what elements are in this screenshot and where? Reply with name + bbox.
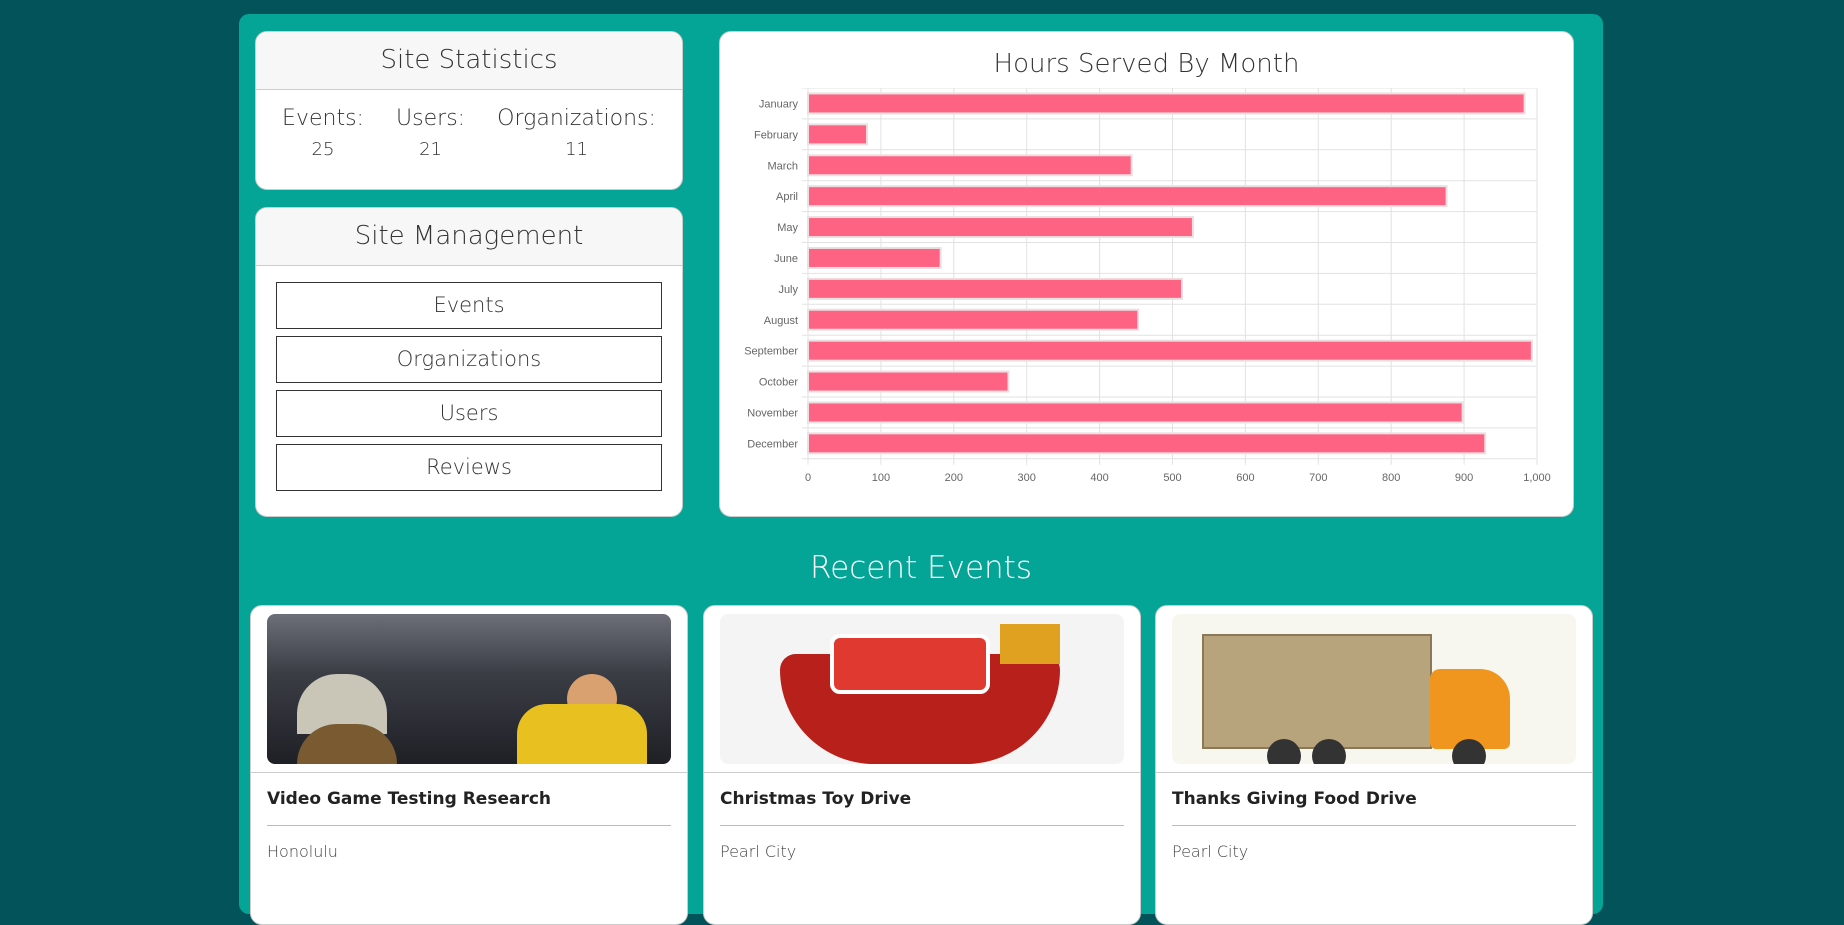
y-tick-label: April	[776, 191, 798, 203]
chart-title: Hours Served By Month	[993, 49, 1300, 79]
site-statistics-card: Site Statistics Events: 25 Users: 21 Organ…	[255, 31, 683, 190]
y-tick-label: May	[777, 222, 798, 234]
x-tick-label: 0	[805, 472, 811, 484]
events-button[interactable]: Events	[276, 282, 662, 329]
stat-events: Events: 25	[282, 106, 364, 160]
bar-september	[807, 339, 1533, 362]
event-card[interactable]: Christmas Toy Drive Pearl City	[703, 605, 1141, 925]
stat-value: 21	[419, 139, 443, 160]
bar-august	[807, 308, 1140, 331]
event-image	[720, 614, 1124, 764]
dashboard-container: Site Statistics Events: 25 Users: 21 Organ…	[239, 14, 1603, 925]
event-card[interactable]: Video Game Testing Research Honolulu	[250, 605, 688, 925]
stat-label: Events:	[282, 106, 364, 131]
bar-december	[807, 432, 1487, 455]
bar-may	[807, 216, 1194, 239]
x-tick-label: 500	[1163, 472, 1181, 484]
y-tick-label: January	[759, 98, 799, 110]
recent-events-title: Recent Events	[810, 550, 1032, 586]
stat-organizations: Organizations: 11	[497, 106, 656, 160]
event-location: Honolulu	[267, 842, 338, 861]
x-tick-label: 100	[872, 472, 890, 484]
site-management-title: Site Management	[256, 208, 682, 266]
y-tick-label: December	[747, 438, 798, 450]
x-tick-label: 800	[1382, 472, 1400, 484]
reviews-button[interactable]: Reviews	[276, 444, 662, 491]
x-tick-label: 900	[1455, 472, 1473, 484]
y-tick-label: August	[764, 315, 798, 327]
event-image	[267, 614, 671, 764]
y-tick-label: February	[754, 129, 799, 141]
stat-value: 25	[311, 139, 335, 160]
stat-users: Users: 21	[396, 106, 465, 160]
bar-july	[807, 277, 1183, 300]
bar-january	[807, 92, 1526, 115]
bar-june	[807, 246, 942, 269]
y-tick-label: July	[778, 284, 798, 296]
stat-label: Organizations:	[497, 106, 656, 131]
event-location: Pearl City	[1172, 842, 1249, 861]
bar-april	[807, 185, 1448, 208]
y-tick-label: November	[747, 407, 798, 419]
bar-march	[807, 154, 1133, 177]
hours-chart-card: Hours Served By Month 0 100 200 300 400 500 60…	[719, 31, 1574, 517]
y-tick-label: September	[744, 346, 798, 358]
event-card[interactable]: Thanks Giving Food Drive Pearl City	[1155, 605, 1593, 925]
event-title[interactable]: Christmas Toy Drive	[720, 789, 1124, 826]
stat-value: 11	[565, 139, 588, 160]
y-tick-label: October	[759, 377, 798, 389]
bar-october	[807, 370, 1010, 393]
site-statistics-title: Site Statistics	[256, 32, 682, 90]
x-tick-label: 600	[1236, 472, 1254, 484]
event-title[interactable]: Video Game Testing Research	[267, 789, 671, 826]
bar-november	[807, 401, 1464, 424]
bar-february	[807, 123, 869, 146]
users-button[interactable]: Users	[276, 390, 662, 437]
event-location: Pearl City	[720, 842, 797, 861]
x-tick-label: 200	[945, 472, 963, 484]
site-management-card: Site Management Events Organizations Use…	[255, 207, 683, 517]
x-tick-label: 300	[1018, 472, 1036, 484]
x-tick-label: 1,000	[1523, 472, 1551, 484]
y-tick-label: March	[767, 160, 798, 172]
hours-bar-chart: 0 100 200 300 400 500 600 700 800 900 1,000 January…	[744, 87, 1551, 484]
x-tick-label: 400	[1090, 472, 1108, 484]
event-title[interactable]: Thanks Giving Food Drive	[1172, 789, 1576, 826]
x-tick-label: 700	[1309, 472, 1327, 484]
event-image	[1172, 614, 1576, 764]
stat-label: Users:	[396, 106, 466, 131]
y-tick-label: June	[774, 253, 798, 265]
organizations-button[interactable]: Organizations	[276, 336, 662, 383]
